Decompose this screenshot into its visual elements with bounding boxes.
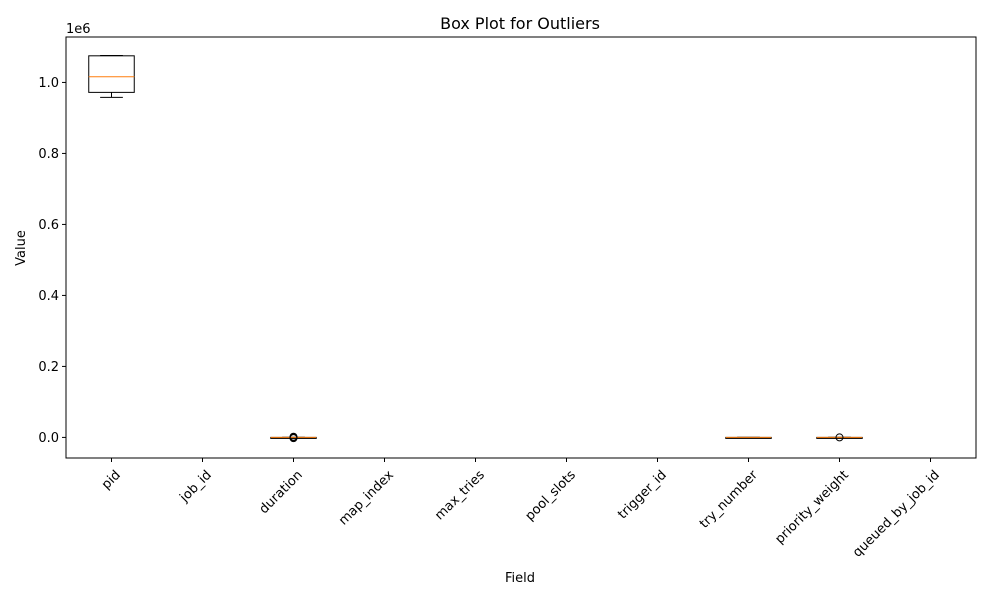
y-tick-label: 0.4 — [38, 289, 59, 304]
outlier-point — [289, 432, 298, 441]
x-tick-label: map_index — [336, 468, 397, 529]
x-tick-label: queued_by_job_id — [850, 468, 943, 561]
x-tick-label: duration — [257, 468, 306, 517]
x-tick-label: pool_slots — [523, 468, 579, 524]
x-tick-label: priority_weight — [772, 468, 851, 547]
y-tick-label: 0.2 — [38, 360, 59, 375]
y-tick-label: 0.8 — [38, 147, 59, 162]
y-tick-label: 0.6 — [38, 218, 59, 233]
plot-area: 0.0 0.2 0.4 0.6 0.8 1.0 pid job_id duration map_i… — [38, 54, 943, 561]
x-tick-label: job_id — [177, 468, 215, 506]
outlier-point — [835, 433, 844, 442]
y-offset-label: 1e6 — [66, 22, 91, 37]
axes-frame — [65, 36, 977, 459]
chart-title: Box Plot for Outliers — [440, 14, 600, 33]
x-tick-label: max_tries — [432, 468, 488, 524]
y-tick-label: 1.0 — [38, 76, 59, 91]
x-tick-label: try_number — [697, 467, 761, 531]
box-pid — [88, 55, 135, 93]
y-axis-label: Value — [14, 230, 29, 266]
x-tick-label: trigger_id — [615, 468, 670, 523]
x-tick-label: pid — [99, 468, 124, 493]
y-tick-label: 0.0 — [38, 431, 59, 446]
x-axis-label: Field — [505, 571, 535, 586]
